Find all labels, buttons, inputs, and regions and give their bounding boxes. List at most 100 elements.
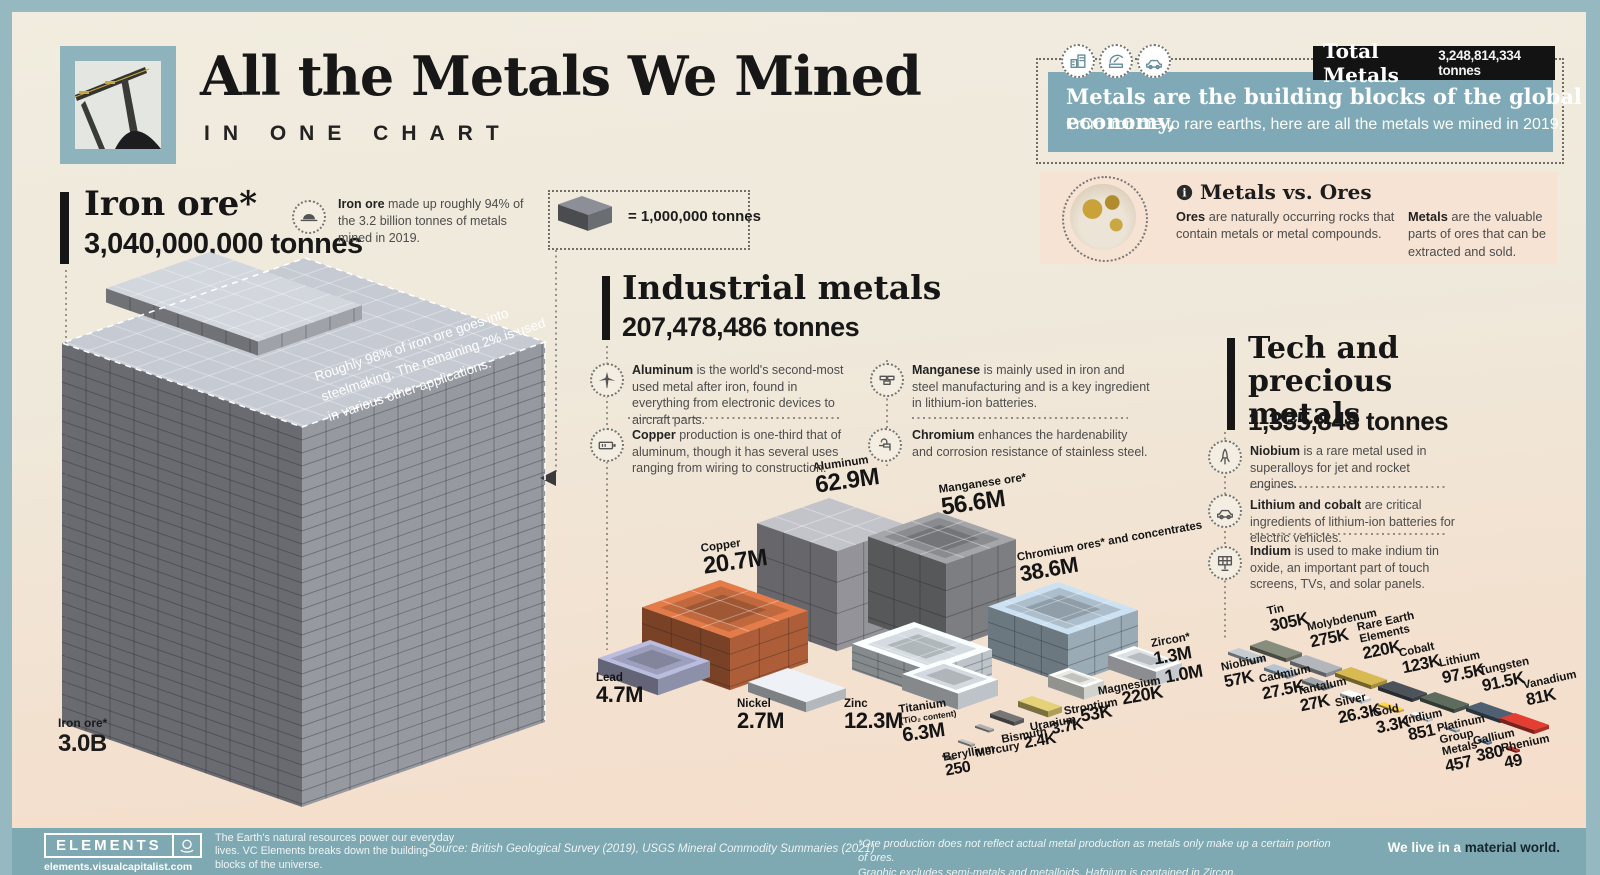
block-gallium: [1478, 734, 1492, 752]
hardhat-icon: [292, 200, 326, 234]
block-rare-earth-elements: [1335, 667, 1387, 697]
ore-photo-circle: [1070, 184, 1136, 250]
block-beryllium: [942, 750, 955, 768]
intro-panel: [1048, 72, 1553, 152]
intro-tagline-bold: Metals are the building blocks of the gl…: [1066, 84, 1582, 134]
bullet-niobium: Niobium is a rare metal used in superall…: [1250, 444, 1427, 491]
battery-icon: [590, 428, 624, 462]
block-titanium: [902, 660, 998, 717]
intro-panel-border: [1036, 58, 1564, 164]
block-nickel: [748, 668, 846, 720]
page-title: All the Metals We Mined: [200, 44, 922, 108]
footer-tagline: We live in a material world.: [1387, 840, 1560, 855]
footer-url[interactable]: elements.visualcapitalist.com: [44, 861, 193, 873]
tech-section-bar: [1227, 338, 1235, 430]
iron-ore-cube-top-slab: [106, 252, 362, 363]
block-manganese-ore: [867, 512, 1017, 657]
info-icon: i: [1176, 184, 1193, 200]
block-bismuth: [975, 722, 994, 740]
bullet-aluminum: Aluminum is the world's second-most used…: [632, 363, 844, 427]
footer: ELEMENTS elements.visualcapitalist.com T…: [0, 828, 1600, 875]
airplane-icon: [590, 363, 624, 397]
block-molybdenum: [1290, 655, 1342, 685]
total-metals-value: 3,248,814,334 tonnes: [1438, 48, 1521, 78]
block-lithium: [1420, 692, 1469, 721]
block-cobalt: [1378, 681, 1427, 710]
block-tin: [1250, 640, 1302, 670]
block-rhenium: [1506, 742, 1520, 760]
tech-heading: Tech and precious metals: [1248, 331, 1399, 432]
bullet-chromium: Chromium enhances the hardenability and …: [912, 428, 1148, 459]
block-vanadium: [1500, 713, 1549, 742]
block-copper: [641, 580, 809, 698]
metal-label-lead: Lead 4.7M: [596, 672, 643, 707]
industrial-tonnes: 207,478,486 tonnes: [622, 312, 860, 342]
footer-blurb: The Earth's natural resources power our …: [215, 832, 455, 871]
ore-sample-photo: [1062, 176, 1148, 262]
metal-label-cobalt: Cobalt 123K: [1398, 640, 1443, 678]
metal-label-beryllium: Beryllium 250: [942, 742, 996, 780]
metals-definition: Metals are the valuable parts of ores th…: [1408, 209, 1547, 259]
legend-label: = 1,000,000 tonnes: [628, 208, 761, 225]
tech-tonnes: 1,335,848 tonnes: [1248, 406, 1449, 436]
rocket-icon: [1208, 440, 1242, 474]
bullet-manganese: Manganese is mainly used in iron and ste…: [912, 363, 1150, 410]
block-chromium-ores-and-concentrates: [987, 582, 1139, 692]
legend-box: [548, 190, 750, 250]
metals-vs-ores-title: i Metals vs. Ores: [1176, 180, 1372, 204]
total-metals-label: Total Metals: [1323, 39, 1399, 87]
footer-source: Source: British Geological Survey (2019)…: [428, 843, 875, 855]
faucet-icon: [868, 428, 902, 462]
industrial-section-bar: [602, 276, 610, 340]
block-gold: [1378, 702, 1404, 721]
bullet-indium: Indium is used to make indium tin oxide,…: [1250, 544, 1439, 591]
iron-ore-cube-label: Iron ore* 3.0B: [58, 716, 108, 757]
total-metals-box: Total Metals 3,248,814,334 tonnes: [1313, 39, 1555, 87]
block-uranium: [990, 710, 1024, 733]
legend-block-icon: [558, 196, 612, 238]
intro-tagline-rest: From iron ore to rare earths, here are a…: [1066, 116, 1564, 133]
frame-right: [1586, 0, 1600, 875]
bricks-icon: [870, 363, 904, 397]
svg-text:i: i: [1182, 186, 1186, 199]
building-icon: [1061, 44, 1095, 78]
mining-conveyor-photo: [75, 61, 161, 149]
frame-left: [0, 0, 12, 875]
footer-footnote: *Ore production does not reflect actual …: [858, 838, 1331, 875]
metal-label-manganese-ore: Manganese ore* 56.6M: [938, 471, 1028, 521]
block-strontium: [1018, 696, 1062, 725]
block-tantalum: [1302, 677, 1333, 698]
metal-label-zinc: Zinc 12.3M: [844, 698, 903, 733]
block-platinum-group-metals: [1444, 722, 1460, 740]
car-icon: [1208, 494, 1242, 528]
block-magnesium: [1048, 668, 1104, 707]
elements-logo: ELEMENTS: [44, 833, 202, 858]
block-zircon: [1108, 646, 1182, 693]
iron-ore-note: Iron ore made up roughly 94% of the 3.2 …: [338, 197, 524, 245]
satellite-icon: [1099, 44, 1133, 78]
block-mercury: [958, 736, 975, 754]
industrial-heading: Industrial metals: [622, 268, 942, 307]
metal-label-titanium: Titanium (TiO₂ content) 6.3M: [898, 697, 958, 747]
block-cadmium: [1264, 664, 1298, 686]
iron-ore-heading: Iron ore*: [84, 184, 258, 224]
page-subtitle: IN ONE CHART: [204, 122, 512, 145]
block-indium: [1410, 712, 1433, 730]
bullet-copper: Copper production is one-third that of a…: [632, 428, 842, 475]
iron-ore-section-bar: [60, 192, 69, 264]
block-lead: [598, 640, 710, 703]
bullet-lithium-and-cobalt: Lithium and cobalt are critical ingredie…: [1250, 498, 1455, 545]
iron-ore-tonnes: 3,040,000,000 tonnes: [84, 228, 363, 260]
elements-logo-icon: [173, 833, 202, 858]
metal-label-tin: Tin 305K: [1266, 602, 1311, 636]
frame-top: [0, 0, 1600, 12]
block-silver: [1340, 690, 1371, 711]
metal-label-chromium-ores-and-concentrates: Chromium ores* and concentrates 38.6M: [1016, 519, 1204, 587]
block-niobium: [1228, 648, 1265, 671]
car-icon: [1137, 44, 1171, 78]
ores-definition: Ores are naturally occurring rocks that …: [1176, 209, 1395, 242]
header-photo-frame: [60, 46, 176, 164]
solar-panel-icon: [1208, 546, 1242, 580]
metal-label-nickel: Nickel 2.7M: [737, 698, 784, 733]
